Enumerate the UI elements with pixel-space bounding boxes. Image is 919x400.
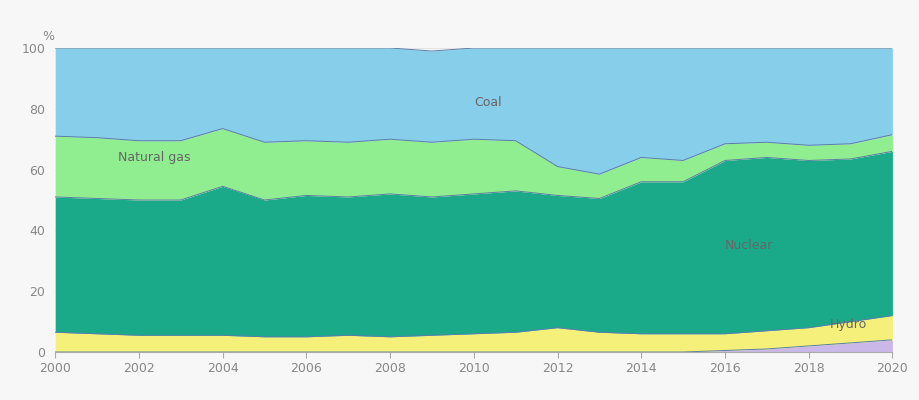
Text: Hydro: Hydro	[829, 318, 866, 331]
Text: Coal: Coal	[473, 96, 501, 109]
Text: %: %	[42, 30, 54, 43]
Text: Natural gas: Natural gas	[118, 151, 190, 164]
Text: Nuclear: Nuclear	[724, 239, 773, 252]
